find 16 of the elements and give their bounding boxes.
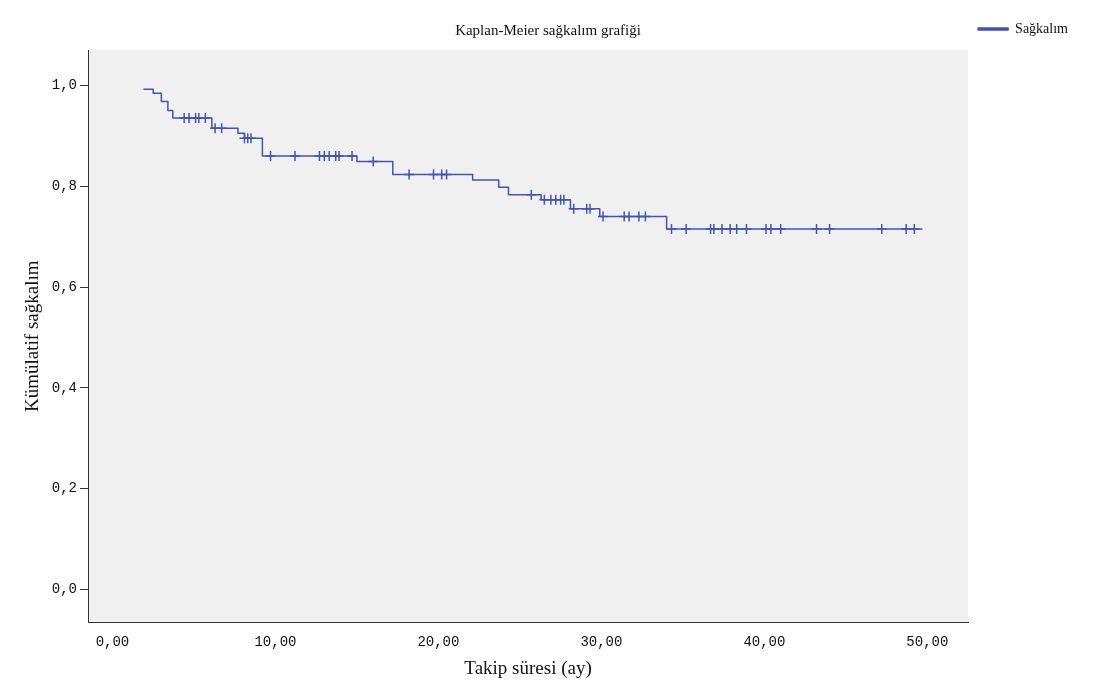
y-tick-label: 0,2 (51, 480, 77, 497)
x-tick-label: 0,00 (95, 633, 130, 650)
y-tick-label: 0,0 (51, 581, 77, 598)
x-axis-title: Takip süresi (ay) (464, 656, 592, 679)
chart-title: Kaplan-Meier sağkalım grafiği (455, 21, 641, 38)
x-tick-label: 50,00 (906, 633, 949, 650)
x-tick-label: 10,00 (254, 633, 297, 650)
x-tick-label: 40,00 (743, 633, 786, 650)
x-tick-label: 20,00 (417, 633, 460, 650)
y-tick-label: 1,0 (51, 77, 77, 94)
y-tick-label: 0,6 (51, 278, 77, 295)
y-axis-title: Kümülatif sağkalım (21, 260, 43, 412)
y-tick-label: 0,4 (51, 379, 77, 396)
legend-label: Sağkalım (1015, 20, 1069, 36)
x-tick-label: 30,00 (580, 633, 623, 650)
y-tick-label: 0,8 (51, 177, 77, 194)
